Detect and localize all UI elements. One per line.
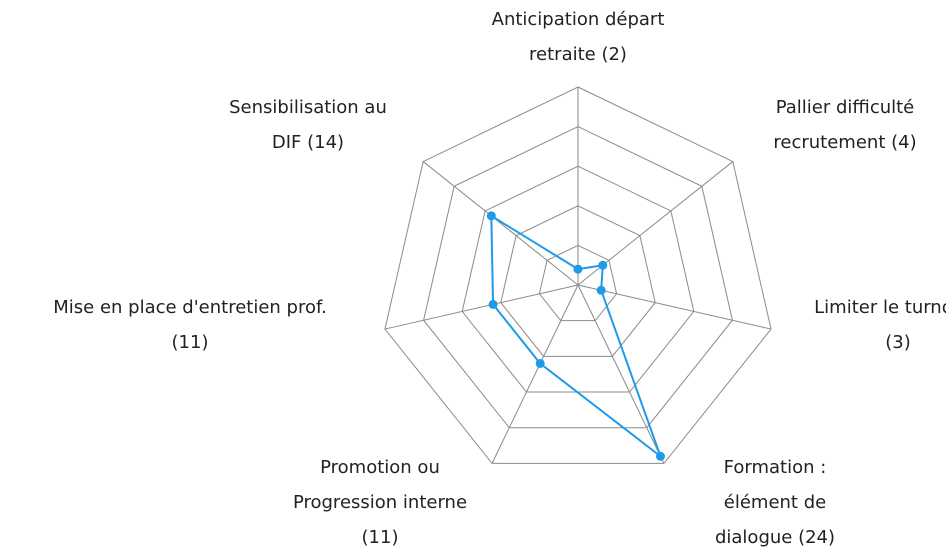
spoke <box>577 284 665 464</box>
spoke <box>491 284 579 464</box>
spoke <box>384 284 579 330</box>
data-point <box>598 260 608 270</box>
spoke <box>422 161 579 286</box>
axis-label-line: retraite (2) <box>529 44 627 65</box>
axis-label-line: Promotion ou <box>320 457 440 478</box>
axis-label-line: Anticipation départ <box>492 9 665 30</box>
axis-label-line: DIF (14) <box>272 132 344 153</box>
axis-label-line: recrutement (4) <box>773 132 916 153</box>
axis-label: Anticipation départ retraite (2) <box>492 9 665 65</box>
axis-label-line: (11) <box>172 332 209 353</box>
axis-label-line: Formation : <box>724 457 827 478</box>
axis-label-line: Mise en place d'entretien prof. <box>53 297 327 318</box>
axis-label: Sensibilisation au DIF (14) <box>229 97 387 153</box>
data-point <box>596 285 606 295</box>
axis-label: Formation : élément de dialogue (24) <box>715 457 835 548</box>
axis-label: Pallier difficulté recrutement (4) <box>773 97 916 153</box>
data-point <box>488 299 498 309</box>
axis-label-line: dialogue (24) <box>715 527 835 548</box>
data-point <box>573 264 583 274</box>
grid-ring <box>500 205 656 357</box>
axis-label-line: (3) <box>885 332 911 353</box>
axis-label: Promotion ou Progression interne (11) <box>293 457 467 548</box>
data-point <box>486 211 496 221</box>
grid-ring <box>384 86 772 464</box>
grid-ring <box>538 244 618 322</box>
axis-label-line: élément de <box>724 492 826 513</box>
axis-label-line: Sensibilisation au <box>229 97 387 118</box>
axis-label: Limiter le turnover (3) <box>814 297 946 353</box>
axis-label: Mise en place d'entretien prof. (11) <box>53 297 327 353</box>
data-point <box>535 358 545 368</box>
spoke <box>577 284 772 330</box>
axis-label-line: Progression interne <box>293 492 467 513</box>
series-line <box>490 214 663 460</box>
data-point <box>655 451 665 461</box>
axis-label-line: (11) <box>362 527 399 548</box>
axis-label-line: Pallier difficulté <box>776 97 915 118</box>
grid-ring <box>423 126 733 429</box>
axis-label-line: Limiter le turnover <box>814 297 946 318</box>
